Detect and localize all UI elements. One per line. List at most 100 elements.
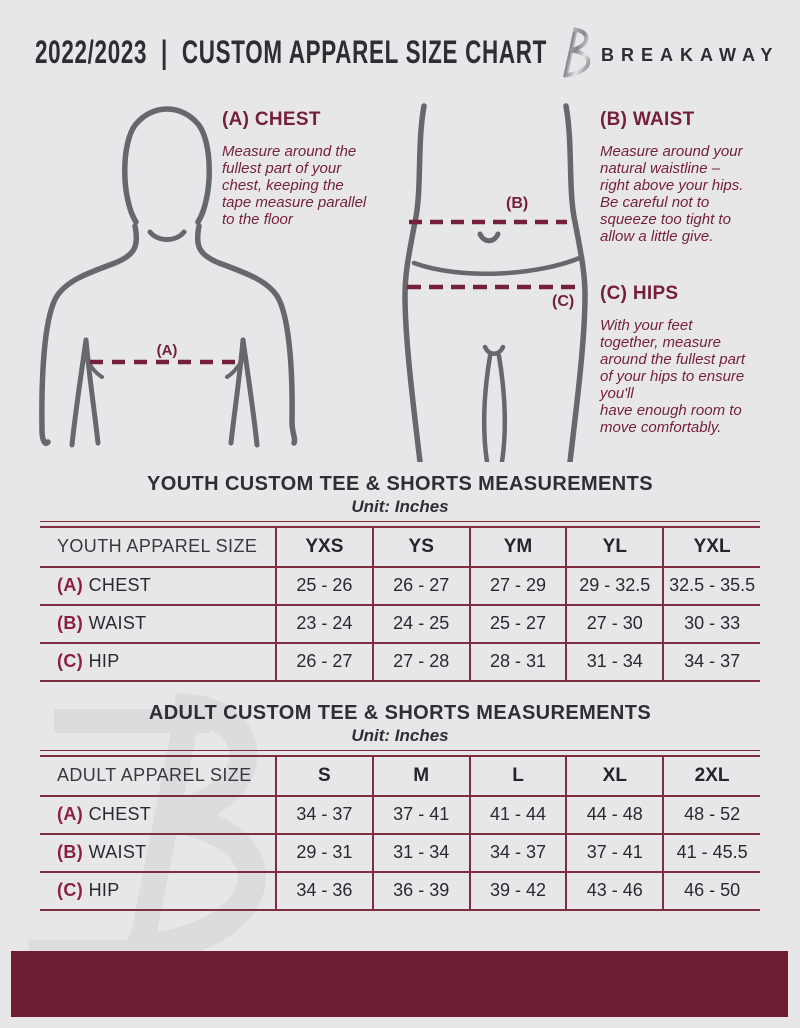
- figure-right-shoulder-arm: [194, 223, 298, 446]
- size-value-cell: 36 - 39: [371, 871, 470, 911]
- size-value-cell: 39 - 42: [468, 871, 567, 911]
- size-value-cell: 44 - 48: [565, 795, 664, 835]
- size-value-cell: 48 - 52: [662, 795, 760, 835]
- figure-left-inner-leg: [481, 353, 493, 462]
- youth-size-header-cell: YOUTH APPAREL SIZE: [40, 526, 276, 568]
- row-label: (C) HIP: [40, 871, 276, 911]
- figure-head-outline: [122, 106, 212, 225]
- row-label: (A) CHEST: [40, 566, 276, 606]
- chest-line-label: (A): [156, 342, 178, 359]
- youth-size-table: YOUTH APPAREL SIZE YXS YS YM YL YXL (A) …: [40, 521, 760, 682]
- adult-chest-row: (A) CHEST 34 - 37 37 - 41 41 - 44 44 - 4…: [40, 795, 760, 835]
- size-value-cell: 41 - 44: [468, 795, 567, 835]
- row-letter: (A): [57, 804, 84, 824]
- figure-waist-hips-diagram: [402, 103, 588, 462]
- brand-name: BREAKAWAY: [601, 45, 780, 65]
- adult-header-row: ADULT APPAREL SIZE S M L XL 2XL: [40, 755, 760, 797]
- figure-right-armpit-inner: [228, 337, 246, 446]
- row-name: HIP: [88, 651, 120, 671]
- hips-instruction-text: With your feet together, measure around …: [600, 317, 746, 436]
- row-label: (C) HIP: [40, 642, 276, 682]
- figure-navel: [477, 231, 501, 244]
- footer-bar: [11, 951, 788, 1017]
- size-value-cell: 27 - 30: [565, 604, 664, 644]
- chest-instruction-text: Measure around the fullest part of your …: [222, 143, 367, 228]
- figure-right-inner-leg: [496, 353, 508, 462]
- size-value-cell: 37 - 41: [371, 795, 470, 835]
- row-name: HIP: [88, 880, 120, 900]
- adult-size-s: S: [275, 755, 373, 797]
- adult-hip-row: (C) HIP 34 - 36 36 - 39 39 - 42 43 - 46 …: [40, 871, 760, 911]
- size-value-cell: 27 - 29: [468, 566, 567, 606]
- row-letter: (B): [57, 842, 84, 862]
- size-value-cell: 34 - 36: [275, 871, 373, 911]
- size-value-cell: 34 - 37: [662, 642, 760, 682]
- size-value-cell: 41 - 45.5: [662, 833, 760, 873]
- size-value-cell: 31 - 34: [371, 833, 470, 873]
- youth-size-ys: YS: [371, 526, 470, 568]
- youth-chest-row: (A) CHEST 25 - 26 26 - 27 27 - 29 29 - 3…: [40, 566, 760, 606]
- youth-table-title: YOUTH CUSTOM TEE & SHORTS MEASUREMENTS: [147, 473, 653, 495]
- youth-header-row: YOUTH APPAREL SIZE YXS YS YM YL YXL: [40, 526, 760, 568]
- size-value-cell: 29 - 32.5: [565, 566, 664, 606]
- document-title: 2022/2023 | CUSTOM APPAREL SIZE CHART: [35, 34, 547, 70]
- adult-table-unit: Unit: Inches: [351, 726, 449, 745]
- figure-left-side: [402, 103, 427, 462]
- adult-size-m: M: [371, 755, 470, 797]
- row-letter: (C): [57, 880, 84, 900]
- row-name: CHEST: [88, 575, 152, 595]
- figure-right-armpit-outer: [240, 337, 260, 448]
- row-letter: (C): [57, 651, 84, 671]
- size-value-cell: 37 - 41: [565, 833, 664, 873]
- size-value-cell: 26 - 27: [371, 566, 470, 606]
- adult-size-xl: XL: [565, 755, 664, 797]
- adult-size-header-cell: ADULT APPAREL SIZE: [40, 755, 276, 797]
- size-value-cell: 29 - 31: [275, 833, 373, 873]
- size-value-cell: 25 - 27: [468, 604, 567, 644]
- waist-line-label: (B): [506, 195, 529, 212]
- figure-waistband: [411, 254, 585, 277]
- hips-line-label: (C): [552, 293, 575, 310]
- figure-right-crease: [225, 360, 243, 379]
- size-value-cell: 26 - 27: [275, 642, 373, 682]
- adult-table-title: ADULT CUSTOM TEE & SHORTS MEASUREMENTS: [148, 702, 652, 724]
- adult-size-l: L: [468, 755, 567, 797]
- logo-bowls: [564, 27, 591, 78]
- adult-size-2xl: 2XL: [662, 755, 760, 797]
- youth-size-ym: YM: [468, 526, 567, 568]
- size-value-cell: 28 - 31: [468, 642, 567, 682]
- size-value-cell: 32.5 - 35.5: [662, 566, 760, 606]
- waist-instruction-heading: (B) WAIST: [600, 109, 695, 130]
- adult-waist-row: (B) WAIST 29 - 31 31 - 34 34 - 37 37 - 4…: [40, 833, 760, 873]
- size-value-cell: 34 - 37: [468, 833, 567, 873]
- figure-chest-diagram: [39, 106, 298, 448]
- chest-instruction-heading: (A) CHEST: [222, 109, 321, 130]
- youth-table-unit: Unit: Inches: [351, 497, 449, 516]
- youth-size-yxl: YXL: [662, 526, 760, 568]
- figure-chin: [147, 229, 187, 242]
- figure-right-side: [563, 103, 588, 462]
- figure-left-armpit-inner: [83, 337, 101, 446]
- youth-size-yxs: YXS: [275, 526, 373, 568]
- row-letter: (A): [57, 575, 84, 595]
- figure-left-armpit-outer: [69, 337, 89, 448]
- size-value-cell: 25 - 26: [275, 566, 373, 606]
- size-value-cell: 31 - 34: [565, 642, 664, 682]
- row-letter: (B): [57, 613, 84, 633]
- size-value-cell: 30 - 33: [662, 604, 760, 644]
- size-value-cell: 24 - 25: [371, 604, 470, 644]
- waist-instruction-text: Measure around your natural waistline – …: [600, 143, 744, 245]
- size-value-cell: 46 - 50: [662, 871, 760, 911]
- hips-instruction-heading: (C) HIPS: [600, 283, 679, 304]
- figure-left-shoulder-arm: [39, 223, 140, 446]
- row-label: (B) WAIST: [40, 604, 276, 644]
- size-value-cell: 23 - 24: [275, 604, 373, 644]
- size-value-cell: 34 - 37: [275, 795, 373, 835]
- figure-left-crease: [86, 360, 104, 379]
- row-name: WAIST: [88, 613, 147, 633]
- youth-size-yl: YL: [565, 526, 664, 568]
- adult-size-table: ADULT APPAREL SIZE S M L XL 2XL (A) CHES…: [40, 750, 760, 911]
- row-name: WAIST: [88, 842, 147, 862]
- row-name: CHEST: [88, 804, 152, 824]
